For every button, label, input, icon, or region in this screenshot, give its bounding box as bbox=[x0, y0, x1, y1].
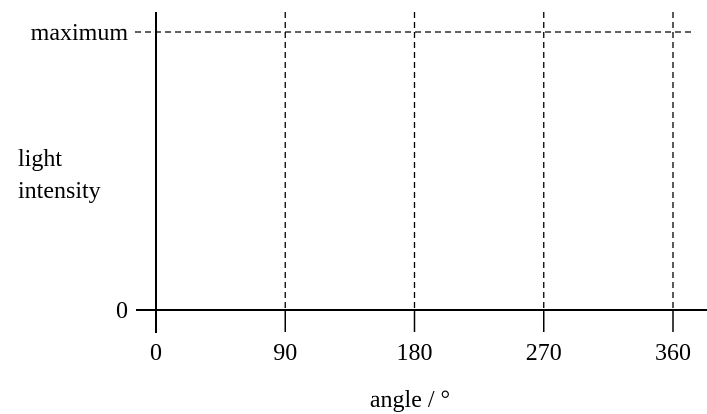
x-tick-label-360: 360 bbox=[655, 340, 691, 366]
y-axis-label-line-2: intensity bbox=[18, 178, 101, 204]
y-axis-label: light intensity bbox=[18, 143, 101, 207]
x-tick-label-0: 0 bbox=[150, 340, 162, 366]
y-tick-label-0: 0 bbox=[116, 298, 128, 324]
x-tick-label-90: 90 bbox=[273, 340, 297, 366]
x-tick-label-270: 270 bbox=[526, 340, 562, 366]
x-axis-label: angle / ° bbox=[370, 387, 450, 413]
tick-labels: 0 90 180 270 360 0 maximum bbox=[31, 20, 691, 366]
y-tick-label-maximum: maximum bbox=[31, 20, 129, 46]
tick-marks bbox=[155, 310, 674, 332]
y-axis-label-line-1: light bbox=[18, 146, 63, 172]
axes bbox=[136, 12, 707, 333]
gridlines bbox=[135, 12, 694, 310]
x-tick-label-180: 180 bbox=[397, 340, 433, 366]
